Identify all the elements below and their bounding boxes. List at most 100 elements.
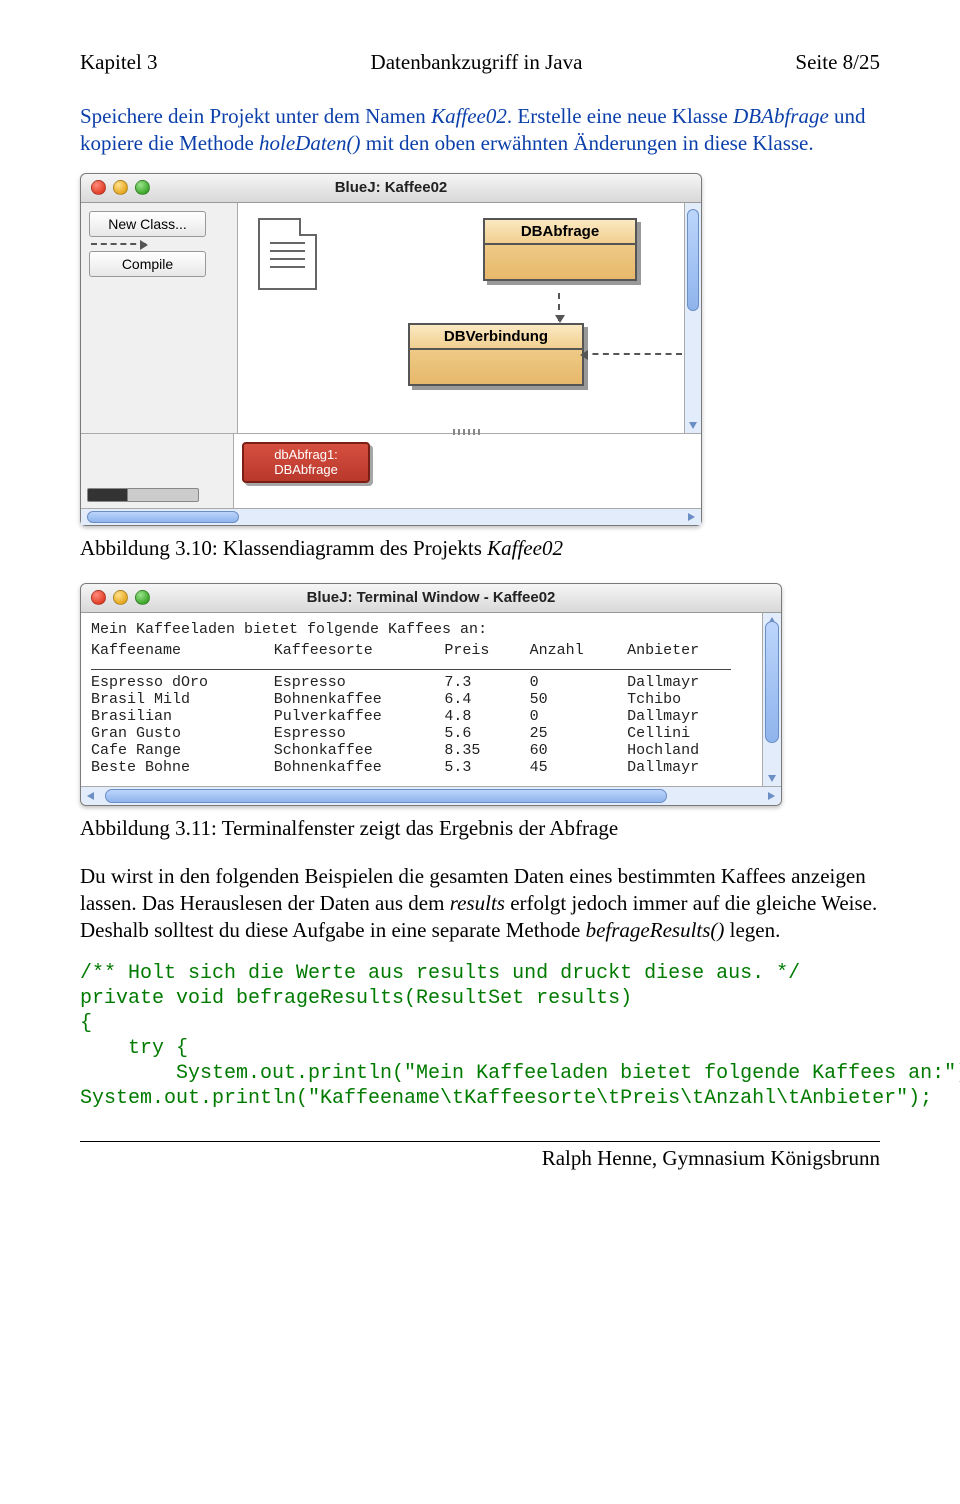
object-bench[interactable]: dbAbfrag1: DBAbfrage (234, 434, 701, 508)
terminal-cell: 6.4 (444, 691, 529, 708)
terminal-cell: 60 (530, 742, 627, 759)
terminal-cell: 0 (530, 674, 627, 691)
terminal-intro-line: Mein Kaffeeladen bietet folgende Kaffees… (91, 621, 775, 638)
terminal-row: Gran GustoEspresso5.625Cellini (91, 725, 749, 742)
terminal-row: BrasilianPulverkaffee4.80Dallmayr (91, 708, 749, 725)
terminal-column-header: Kaffeesorte (274, 642, 445, 665)
p2-t3: legen. (724, 918, 780, 942)
terminal-cell: 8.35 (444, 742, 529, 759)
class-box-dbverbindung[interactable]: DBVerbindung (408, 323, 584, 386)
progress-bar (87, 488, 199, 502)
terminal-column-header: Preis (444, 642, 529, 665)
object-instance[interactable]: dbAbfrag1: DBAbfrage (242, 442, 370, 483)
terminal-cell: Bohnenkaffee (274, 691, 445, 708)
header-left: Kapitel 3 (80, 50, 158, 75)
terminal-output: Mein Kaffeeladen bietet folgende Kaffees… (81, 613, 781, 786)
terminal-cell: Pulverkaffee (274, 708, 445, 725)
close-icon[interactable] (91, 180, 106, 195)
caption1-proj: Kaffee02 (487, 536, 563, 560)
vertical-scrollbar[interactable] (684, 203, 701, 433)
code-line: try { (80, 1037, 188, 1060)
terminal-cell: 4.8 (444, 708, 529, 725)
terminal-cell: Dallmayr (627, 708, 749, 725)
horizontal-scrollbar[interactable] (81, 508, 701, 525)
code-line: System.out.println("Mein Kaffeeladen bie… (80, 1062, 960, 1085)
p1-t1: Speichere dein Projekt unter dem Namen (80, 104, 431, 128)
code-line: { (80, 1012, 92, 1035)
code-block: /** Holt sich die Werte aus results und … (80, 961, 880, 1111)
terminal-row: Beste BohneBohnenkaffee5.345Dallmayr (91, 759, 749, 776)
class-label: DBAbfrage (485, 220, 635, 245)
p1-holedaten: holeDaten() (259, 131, 360, 155)
class-box-dbabfrage[interactable]: DBAbfrage (483, 218, 637, 281)
status-panel (81, 434, 234, 508)
terminal-cell: Dallmayr (627, 759, 749, 776)
window-titlebar[interactable]: BlueJ: Kaffee02 (81, 174, 701, 203)
terminal-cell: 25 (530, 725, 627, 742)
bluej-sidebar: New Class... Compile (81, 203, 238, 433)
terminal-cell: 5.6 (444, 725, 529, 742)
terminal-cell: Tchibo (627, 691, 749, 708)
paragraph-2: Du wirst in den folgenden Beispielen die… (80, 863, 880, 944)
split-grip-icon[interactable] (234, 429, 701, 439)
terminal-row: Espresso dOroEspresso7.30Dallmayr (91, 674, 749, 691)
terminal-cell: Brasil Mild (91, 691, 274, 708)
terminal-cell: Espresso (274, 674, 445, 691)
header-center: Datenbankzugriff in Java (371, 50, 583, 75)
terminal-cell: Dallmayr (627, 674, 749, 691)
object-class: DBAbfrage (246, 462, 366, 478)
caption1-text: Abbildung 3.10: Klassendiagramm des Proj… (80, 536, 487, 560)
terminal-cell: Cellini (627, 725, 749, 742)
class-diagram-canvas[interactable]: DBAbfrage DBVerbindung (238, 203, 701, 433)
new-class-button[interactable]: New Class... (89, 211, 206, 237)
terminal-cell: Bohnenkaffee (274, 759, 445, 776)
p1-t2: . Erstelle eine neue Klasse (507, 104, 733, 128)
terminal-cell: 45 (530, 759, 627, 776)
arrow-tool[interactable] (91, 243, 229, 245)
page-footer: Ralph Henne, Gymnasium Königsbrunn (80, 1141, 880, 1171)
terminal-row: Brasil MildBohnenkaffee6.450Tchibo (91, 691, 749, 708)
code-line: /** Holt sich die Werte aus results und … (80, 962, 800, 985)
zoom-icon[interactable] (135, 180, 150, 195)
paragraph-1: Speichere dein Projekt unter dem Namen K… (80, 103, 880, 157)
caption-1: Abbildung 3.10: Klassendiagramm des Proj… (80, 536, 880, 561)
terminal-cell: Espresso dOro (91, 674, 274, 691)
code-line: System.out.println("Kaffeename\tKaffeeso… (80, 1087, 932, 1110)
minimize-icon[interactable] (113, 590, 128, 605)
close-icon[interactable] (91, 590, 106, 605)
p1-t4: mit den oben erwähnten Änderungen in die… (361, 131, 814, 155)
terminal-column-header: Anzahl (530, 642, 627, 665)
footer-text: Ralph Henne, Gymnasium Königsbrunn (542, 1146, 880, 1170)
terminal-title: BlueJ: Terminal Window - Kaffee02 (81, 589, 781, 606)
page-header: Kapitel 3 Datenbankzugriff in Java Seite… (80, 50, 880, 75)
p2-results: results (450, 891, 505, 915)
terminal-cell: 7.3 (444, 674, 529, 691)
terminal-cell: Hochland (627, 742, 749, 759)
terminal-table: KaffeenameKaffeesortePreisAnzahlAnbieter… (91, 642, 749, 776)
p2-befrage: befrageResults() (586, 918, 725, 942)
figure-terminal-window: BlueJ: Terminal Window - Kaffee02 Mein K… (80, 583, 880, 806)
terminal-row: Cafe RangeSchonkaffee8.3560Hochland (91, 742, 749, 759)
minimize-icon[interactable] (113, 180, 128, 195)
zoom-icon[interactable] (135, 590, 150, 605)
terminal-column-header: Kaffeename (91, 642, 274, 665)
terminal-cell: 5.3 (444, 759, 529, 776)
terminal-cell: Espresso (274, 725, 445, 742)
code-line: private void befrageResults(ResultSet re… (80, 987, 632, 1010)
readme-icon[interactable] (258, 218, 317, 290)
terminal-cell: 50 (530, 691, 627, 708)
object-name: dbAbfrag1: (246, 447, 366, 463)
vertical-scrollbar[interactable] (762, 613, 781, 786)
p1-kaffee: Kaffee02 (431, 104, 507, 128)
terminal-titlebar[interactable]: BlueJ: Terminal Window - Kaffee02 (81, 584, 781, 613)
compile-button[interactable]: Compile (89, 251, 206, 277)
p1-dbabfrage: DBAbfrage (733, 104, 829, 128)
horizontal-scrollbar[interactable] (81, 786, 781, 805)
header-right: Seite 8/25 (795, 50, 880, 75)
terminal-cell: Gran Gusto (91, 725, 274, 742)
class-label: DBVerbindung (410, 325, 582, 350)
terminal-cell: Beste Bohne (91, 759, 274, 776)
terminal-column-header: Anbieter (627, 642, 749, 665)
terminal-cell: Schonkaffee (274, 742, 445, 759)
terminal-cell: Brasilian (91, 708, 274, 725)
